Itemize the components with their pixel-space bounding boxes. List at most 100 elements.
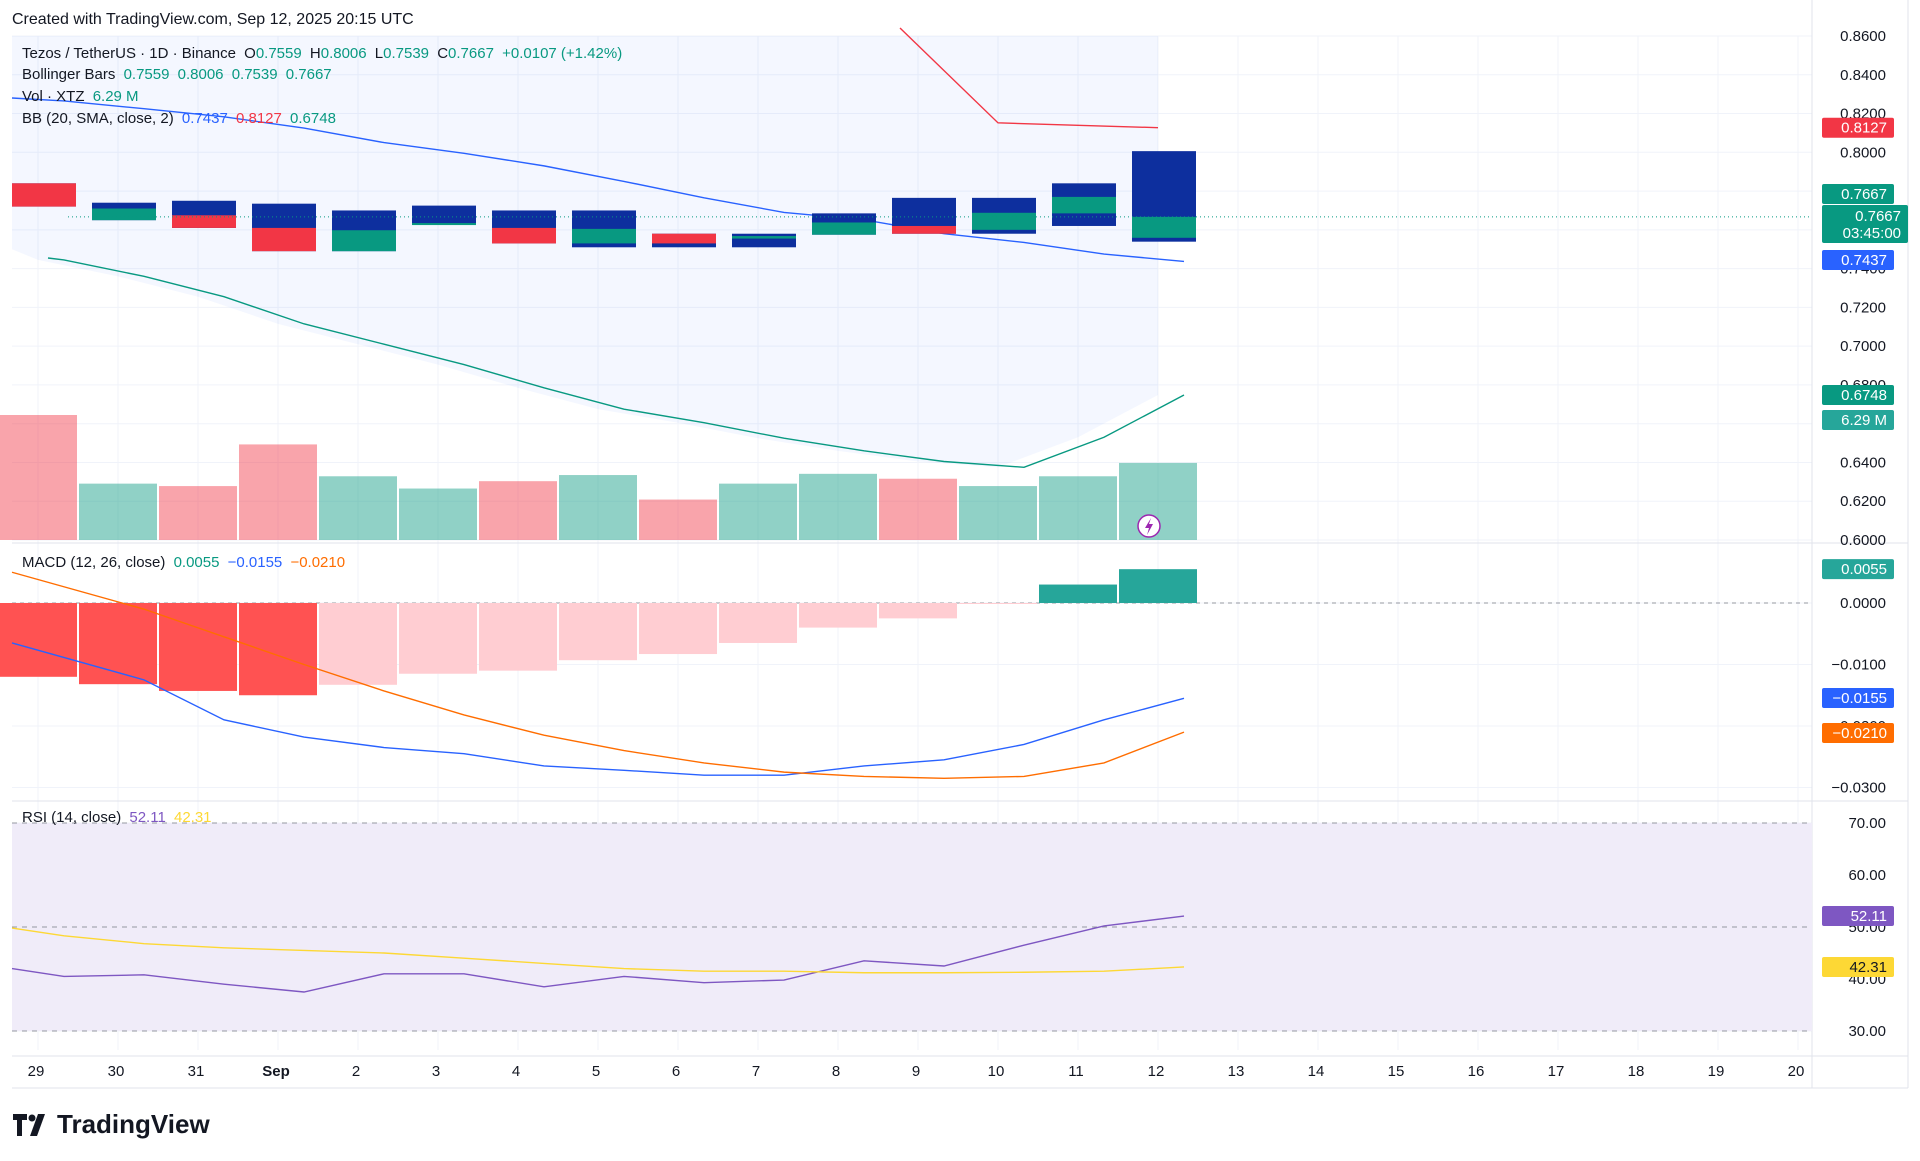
time-tick-label: 15	[1388, 1063, 1405, 1080]
bollinger-bars-close: 0.7667	[285, 66, 332, 83]
macd-histogram-bar	[1119, 569, 1197, 603]
volume-bar	[959, 486, 1037, 540]
bb-lower-value: 0.6748	[290, 110, 336, 127]
macd-legend[interactable]: MACD (12, 26, close) 0.0055 −0.0155 −0.0…	[22, 554, 349, 571]
rsi-line	[11, 915, 1185, 993]
bar-body	[252, 227, 316, 252]
last-price-badge: 0.7667	[1855, 208, 1901, 225]
macd-signal-badge-bg	[1822, 723, 1894, 743]
bb-mid-line	[11, 97, 1185, 263]
close-badge-bg	[1822, 184, 1894, 204]
high-label: H	[309, 45, 321, 62]
bollinger-band-fill	[12, 36, 1158, 468]
bb-lower-badge: 0.6748	[1841, 387, 1887, 404]
rsi-badge: 52.11	[1851, 908, 1887, 925]
price-tick-label: 0.6000	[1840, 532, 1886, 549]
macd-hist-badge-bg	[1822, 559, 1894, 580]
macd-tick-label: −0.0100	[1831, 657, 1886, 674]
macd-histogram-bar	[879, 603, 957, 619]
tradingview-logo-icon	[13, 1113, 45, 1136]
time-tick-label: 20	[1788, 1063, 1805, 1080]
bb-mid-value: 0.7437	[181, 110, 228, 127]
macd-histogram-bar	[399, 603, 477, 674]
volume-bar	[239, 444, 317, 540]
close-label: C	[437, 45, 449, 62]
macd-tick-label: 0.0000	[1840, 595, 1886, 612]
bb-upper-badge: 0.8127	[1841, 120, 1887, 137]
macd-histogram-bar	[1039, 584, 1117, 603]
time-tick-label: 3	[432, 1063, 440, 1080]
price-tick-label: 0.7200	[1840, 299, 1886, 316]
bar-body	[892, 225, 956, 234]
time-tick-label: 2	[352, 1063, 360, 1080]
time-tick-label: 29	[28, 1063, 45, 1080]
macd-histogram-bar	[319, 603, 397, 685]
time-tick-label: 5	[592, 1063, 600, 1080]
volume-legend[interactable]: Vol · XTZ 6.29 M	[22, 88, 143, 105]
bb-upper-value: 0.8127	[235, 110, 282, 127]
price-tick-label: 0.8400	[1840, 67, 1886, 84]
bar-body	[572, 228, 636, 244]
bar-body	[1052, 196, 1116, 214]
bar-body	[492, 227, 556, 244]
volume-bars	[0, 415, 1197, 540]
macd-histogram-bar	[959, 603, 1037, 604]
volume-label: Vol · XTZ	[22, 88, 85, 105]
volume-bar	[879, 478, 957, 540]
bar-body	[92, 208, 156, 221]
open-value: 0.7559	[255, 45, 302, 62]
bar-body	[332, 230, 396, 252]
lightning-icon	[1145, 518, 1153, 535]
volume-badge-bg	[1822, 410, 1894, 430]
price-tick-label: 0.6200	[1840, 493, 1886, 510]
price-tick-label: 0.6400	[1840, 454, 1886, 471]
tradingview-logo[interactable]: TradingView	[13, 1109, 210, 1140]
time-tick-label: 8	[832, 1063, 840, 1080]
time-tick-label: 17	[1548, 1063, 1565, 1080]
macd-histogram-bar	[799, 603, 877, 628]
volume-bar	[639, 499, 717, 540]
time-tick-label: 9	[912, 1063, 920, 1080]
bar-body	[1132, 216, 1196, 238]
macd-pane	[0, 569, 1812, 779]
rsi-legend[interactable]: RSI (14, close) 52.11 42.31	[22, 809, 216, 826]
time-tick-label: 4	[512, 1063, 520, 1080]
time-tick-label: Sep	[262, 1063, 290, 1080]
price-tick-label: 0.8000	[1840, 144, 1886, 161]
bar-body	[12, 183, 76, 207]
bollinger-band-lines	[11, 27, 1185, 469]
price-bars	[12, 151, 1812, 538]
bb-upper-line	[899, 27, 1159, 129]
time-tick-label: 16	[1468, 1063, 1485, 1080]
rsi-tick-label: 70.00	[1848, 815, 1886, 832]
bar-body	[812, 222, 876, 235]
bb-legend[interactable]: BB (20, SMA, close, 2) 0.7437 0.8127 0.6…	[22, 110, 340, 127]
rsi-pane	[11, 822, 1812, 1032]
bollinger-bars-legend[interactable]: Bollinger Bars 0.7559 0.8006 0.7539 0.76…	[22, 66, 336, 83]
volume-bar	[1039, 476, 1117, 540]
rsi-ma-badge: 42.31	[1849, 959, 1887, 976]
volume-bar	[159, 486, 237, 540]
time-tick-label: 12	[1148, 1063, 1165, 1080]
macd-line-badge: −0.0155	[1832, 690, 1887, 707]
macd-hist-badge: 0.0055	[1841, 561, 1887, 578]
time-tick-label: 11	[1068, 1063, 1084, 1080]
macd-histogram-bar	[159, 603, 237, 691]
value-badges: 0.81270.76670.766703:45:000.74370.67486.…	[1822, 117, 1908, 977]
macd-signal-value: −0.0210	[290, 554, 346, 571]
volume-bar	[399, 488, 477, 540]
symbol-title[interactable]: Tezos / TetherUS · 1D · Binance	[22, 45, 236, 62]
last-price-badge-bg	[1822, 205, 1908, 243]
bar-body	[732, 236, 796, 239]
rsi-label: RSI (14, close)	[22, 809, 122, 826]
macd-label: MACD (12, 26, close)	[22, 554, 166, 571]
macd-signal-line	[11, 571, 1185, 779]
volume-badge: 6.29 M	[1841, 412, 1887, 429]
bar-body	[172, 215, 236, 228]
rsi-tick-label: 60.00	[1848, 867, 1886, 884]
volume-value: 6.29 M	[92, 88, 139, 105]
volume-bar	[0, 415, 77, 540]
rsi-badge-bg	[1822, 906, 1894, 927]
price-axis: 0.86000.84000.82000.80000.78000.76000.74…	[1831, 28, 1886, 1040]
volume-bar	[799, 473, 877, 540]
